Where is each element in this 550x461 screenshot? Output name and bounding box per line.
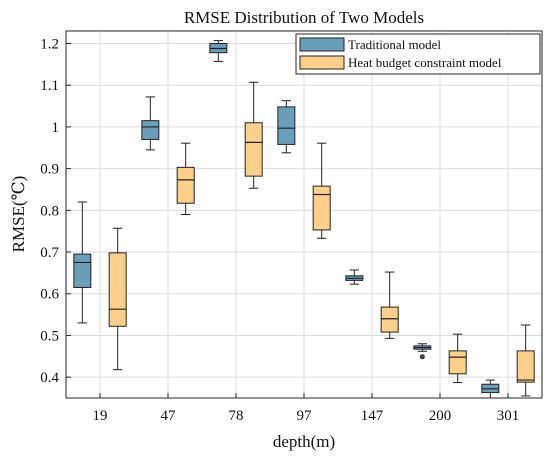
chart-title: RMSE Distribution of Two Models xyxy=(184,8,424,27)
x-axis-label: depth(m) xyxy=(273,432,335,451)
box-traditional-147 xyxy=(345,269,364,285)
legend-swatch-traditional xyxy=(299,37,345,52)
box-traditional-47 xyxy=(141,96,160,151)
legend-label-heat-budget: Heat budget constraint model xyxy=(348,55,502,70)
box-heat-budget-200 xyxy=(448,333,467,384)
x-tick-label: 200 xyxy=(429,408,452,424)
ticks: 0.4 0.5 0.6 0.7 0.8 0.9 1 1.1 1.2 19 47 78 97 147 200 3… xyxy=(40,37,519,424)
box-body xyxy=(516,350,535,383)
box-traditional-19 xyxy=(73,201,92,324)
box-traditional-200 xyxy=(413,343,432,360)
box-heat-budget-19 xyxy=(108,227,127,371)
box-body xyxy=(312,185,331,231)
legend: Traditional model Heat budget constraint… xyxy=(295,33,541,75)
box-heat-budget-301 xyxy=(516,324,535,397)
y-tick-label: 0.5 xyxy=(40,328,59,344)
y-tick-label: 0.6 xyxy=(40,287,59,303)
box-body xyxy=(141,120,160,140)
boxes xyxy=(73,40,535,399)
box-body xyxy=(448,350,467,375)
box-body xyxy=(176,166,195,204)
y-axis-label: RMSE(℃) xyxy=(9,176,28,253)
box-heat-budget-97 xyxy=(312,142,331,239)
y-tick-label: 0.9 xyxy=(40,162,59,178)
x-tick-label: 19 xyxy=(93,408,108,424)
box-heat-budget-147 xyxy=(380,271,399,339)
box-body xyxy=(277,106,296,145)
box-body xyxy=(108,252,127,327)
box-body xyxy=(380,306,399,333)
y-tick-label: 0.7 xyxy=(40,245,59,261)
box-body xyxy=(73,253,92,288)
box-traditional-97 xyxy=(277,100,296,154)
box-traditional-78 xyxy=(209,40,228,62)
y-tick-label: 0.4 xyxy=(40,370,59,386)
box-heat-budget-47 xyxy=(176,142,195,215)
y-tick-label: 0.8 xyxy=(40,203,59,219)
box-body xyxy=(244,122,263,177)
y-tick-label: 1.2 xyxy=(40,37,59,53)
x-tick-label: 97 xyxy=(297,408,313,424)
outlier-point xyxy=(419,354,425,360)
legend-swatch-heat-budget xyxy=(299,55,345,70)
x-tick-label: 78 xyxy=(229,408,244,424)
legend-label-traditional: Traditional model xyxy=(348,37,441,52)
y-tick-label: 1 xyxy=(52,120,60,136)
x-tick-label: 147 xyxy=(361,408,384,424)
gridlines xyxy=(66,31,542,398)
box-heat-budget-78 xyxy=(244,81,263,189)
x-tick-label: 301 xyxy=(497,408,520,424)
box-traditional-301 xyxy=(481,379,500,399)
y-tick-label: 1.1 xyxy=(40,78,59,94)
x-tick-label: 47 xyxy=(161,408,177,424)
